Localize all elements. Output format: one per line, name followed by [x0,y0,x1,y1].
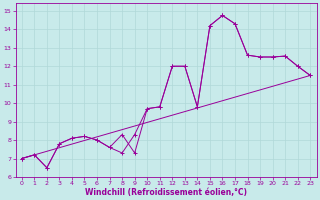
X-axis label: Windchill (Refroidissement éolien,°C): Windchill (Refroidissement éolien,°C) [85,188,247,197]
